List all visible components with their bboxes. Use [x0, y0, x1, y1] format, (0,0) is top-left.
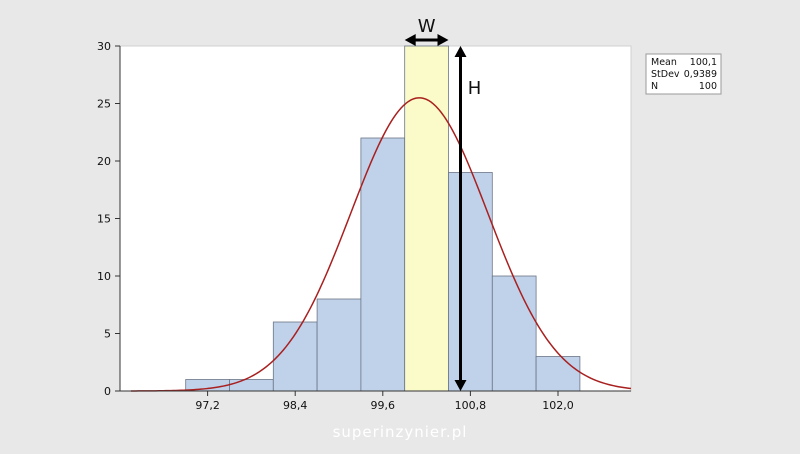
stats-box-frame — [645, 53, 722, 95]
histogram-bar-highlighted — [404, 45, 449, 392]
stats-n-value: 100 — [699, 81, 717, 92]
width-label: W — [418, 16, 436, 37]
x-tick-label: 99,6 — [371, 399, 396, 412]
stats-n-label: N — [651, 81, 658, 92]
annotations: W H — [404, 16, 482, 391]
y-tick-label: 25 — [97, 98, 111, 111]
y-tick-label: 20 — [97, 155, 111, 168]
height-arrow-top-head — [454, 46, 467, 57]
stats-mean-value: 100,1 — [690, 57, 717, 68]
x-tick-label: 98,4 — [283, 399, 308, 412]
stats-mean-label: Mean — [651, 57, 677, 68]
height-label: H — [468, 78, 482, 99]
y-tick-label: 15 — [97, 213, 111, 226]
bars — [185, 45, 581, 392]
normal-fit-curve — [130, 97, 632, 392]
histogram-bar — [360, 137, 406, 392]
histogram-bar — [272, 321, 318, 392]
stats-stdev-value: 0,9389 — [684, 69, 717, 80]
x-tick-label: 97,2 — [195, 399, 220, 412]
stats-legend-box: Mean 100,1 StDev 0,9389 N 100 — [645, 53, 722, 95]
y-tick-label: 10 — [97, 270, 111, 283]
histogram-bar — [316, 298, 362, 392]
x-tick-label: 100,8 — [455, 399, 487, 412]
stats-stdev-label: StDev — [651, 69, 680, 80]
y-ticks: 0 5 10 15 20 25 30 — [97, 40, 120, 398]
watermark: superinzynier.pl — [333, 423, 468, 441]
height-arrow-bottom-head — [454, 380, 467, 391]
x-tick-label: 102,0 — [542, 399, 574, 412]
histogram-bar — [229, 379, 274, 392]
y-tick-label: 0 — [104, 385, 111, 398]
width-arrow-right-head — [437, 34, 449, 46]
y-tick-label: 30 — [97, 40, 111, 53]
y-tick-label: 5 — [104, 328, 111, 341]
histogram-bar — [491, 275, 537, 392]
histogram-bar — [448, 172, 493, 392]
histogram-bar — [535, 356, 581, 392]
x-ticks: 97,2 98,4 99,6 100,8 102,0 — [195, 391, 574, 412]
width-arrow-left-head — [404, 34, 416, 46]
